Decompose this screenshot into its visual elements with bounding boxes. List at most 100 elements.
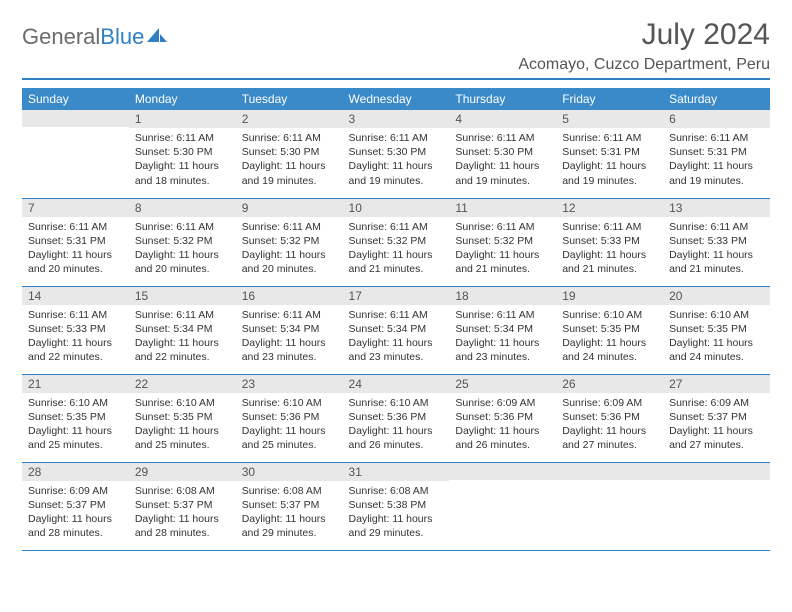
sunset-line: Sunset: 5:35 PM — [562, 322, 657, 336]
calendar-day-cell: 1Sunrise: 6:11 AMSunset: 5:30 PMDaylight… — [129, 110, 236, 198]
calendar-table: Sunday Monday Tuesday Wednesday Thursday… — [22, 88, 770, 551]
sunrise-line: Sunrise: 6:11 AM — [135, 308, 230, 322]
sunrise-line: Sunrise: 6:11 AM — [669, 131, 764, 145]
calendar-day-cell: 22Sunrise: 6:10 AMSunset: 5:35 PMDayligh… — [129, 374, 236, 462]
day-content: Sunrise: 6:11 AMSunset: 5:34 PMDaylight:… — [343, 305, 450, 369]
daylight-line: Daylight: 11 hours and 24 minutes. — [562, 336, 657, 364]
day-number: 24 — [343, 375, 450, 393]
sunrise-line: Sunrise: 6:10 AM — [669, 308, 764, 322]
sunrise-line: Sunrise: 6:09 AM — [669, 396, 764, 410]
calendar-day-cell: 14Sunrise: 6:11 AMSunset: 5:33 PMDayligh… — [22, 286, 129, 374]
day-content: Sunrise: 6:10 AMSunset: 5:35 PMDaylight:… — [556, 305, 663, 369]
weekday-header: Sunday — [22, 88, 129, 110]
sunrise-line: Sunrise: 6:11 AM — [349, 308, 444, 322]
logo-sail-icon — [146, 24, 168, 50]
sunset-line: Sunset: 5:37 PM — [135, 498, 230, 512]
sunrise-line: Sunrise: 6:11 AM — [455, 220, 550, 234]
sunrise-line: Sunrise: 6:10 AM — [242, 396, 337, 410]
day-number: 11 — [449, 199, 556, 217]
calendar-day-cell: 30Sunrise: 6:08 AMSunset: 5:37 PMDayligh… — [236, 462, 343, 550]
day-number: 18 — [449, 287, 556, 305]
daylight-line: Daylight: 11 hours and 23 minutes. — [242, 336, 337, 364]
sunrise-line: Sunrise: 6:08 AM — [135, 484, 230, 498]
calendar-day-cell: 27Sunrise: 6:09 AMSunset: 5:37 PMDayligh… — [663, 374, 770, 462]
sunrise-line: Sunrise: 6:08 AM — [349, 484, 444, 498]
daylight-line: Daylight: 11 hours and 25 minutes. — [135, 424, 230, 452]
calendar-day-cell: 15Sunrise: 6:11 AMSunset: 5:34 PMDayligh… — [129, 286, 236, 374]
day-number: 8 — [129, 199, 236, 217]
day-content: Sunrise: 6:10 AMSunset: 5:36 PMDaylight:… — [343, 393, 450, 457]
sunrise-line: Sunrise: 6:11 AM — [28, 220, 123, 234]
calendar-day-cell: 21Sunrise: 6:10 AMSunset: 5:35 PMDayligh… — [22, 374, 129, 462]
calendar-day-cell: 3Sunrise: 6:11 AMSunset: 5:30 PMDaylight… — [343, 110, 450, 198]
calendar-week-row: 1Sunrise: 6:11 AMSunset: 5:30 PMDaylight… — [22, 110, 770, 198]
calendar-day-cell: 19Sunrise: 6:10 AMSunset: 5:35 PMDayligh… — [556, 286, 663, 374]
sunset-line: Sunset: 5:37 PM — [669, 410, 764, 424]
sunset-line: Sunset: 5:32 PM — [455, 234, 550, 248]
daylight-line: Daylight: 11 hours and 27 minutes. — [669, 424, 764, 452]
sunrise-line: Sunrise: 6:11 AM — [562, 220, 657, 234]
day-number: 7 — [22, 199, 129, 217]
day-content: Sunrise: 6:11 AMSunset: 5:32 PMDaylight:… — [129, 217, 236, 281]
day-content: Sunrise: 6:11 AMSunset: 5:34 PMDaylight:… — [236, 305, 343, 369]
day-content: Sunrise: 6:11 AMSunset: 5:30 PMDaylight:… — [343, 128, 450, 192]
day-number — [556, 463, 663, 480]
calendar-body: 1Sunrise: 6:11 AMSunset: 5:30 PMDaylight… — [22, 110, 770, 550]
header: GeneralBlue July 2024 — [22, 18, 770, 54]
day-content: Sunrise: 6:10 AMSunset: 5:36 PMDaylight:… — [236, 393, 343, 457]
day-number: 26 — [556, 375, 663, 393]
calendar-day-cell — [663, 462, 770, 550]
calendar-day-cell: 2Sunrise: 6:11 AMSunset: 5:30 PMDaylight… — [236, 110, 343, 198]
sunrise-line: Sunrise: 6:10 AM — [562, 308, 657, 322]
title-block: July 2024 — [642, 18, 770, 54]
calendar-day-cell: 7Sunrise: 6:11 AMSunset: 5:31 PMDaylight… — [22, 198, 129, 286]
calendar-day-cell: 28Sunrise: 6:09 AMSunset: 5:37 PMDayligh… — [22, 462, 129, 550]
day-content: Sunrise: 6:11 AMSunset: 5:33 PMDaylight:… — [556, 217, 663, 281]
sunset-line: Sunset: 5:31 PM — [562, 145, 657, 159]
daylight-line: Daylight: 11 hours and 26 minutes. — [455, 424, 550, 452]
day-content: Sunrise: 6:10 AMSunset: 5:35 PMDaylight:… — [129, 393, 236, 457]
daylight-line: Daylight: 11 hours and 21 minutes. — [455, 248, 550, 276]
day-content: Sunrise: 6:08 AMSunset: 5:38 PMDaylight:… — [343, 481, 450, 545]
calendar-day-cell — [556, 462, 663, 550]
sunrise-line: Sunrise: 6:11 AM — [135, 220, 230, 234]
calendar-week-row: 7Sunrise: 6:11 AMSunset: 5:31 PMDaylight… — [22, 198, 770, 286]
day-number: 30 — [236, 463, 343, 481]
daylight-line: Daylight: 11 hours and 22 minutes. — [28, 336, 123, 364]
calendar-day-cell: 4Sunrise: 6:11 AMSunset: 5:30 PMDaylight… — [449, 110, 556, 198]
calendar-day-cell: 31Sunrise: 6:08 AMSunset: 5:38 PMDayligh… — [343, 462, 450, 550]
sunset-line: Sunset: 5:30 PM — [455, 145, 550, 159]
day-number: 19 — [556, 287, 663, 305]
daylight-line: Daylight: 11 hours and 27 minutes. — [562, 424, 657, 452]
calendar-day-cell: 9Sunrise: 6:11 AMSunset: 5:32 PMDaylight… — [236, 198, 343, 286]
calendar-day-cell: 8Sunrise: 6:11 AMSunset: 5:32 PMDaylight… — [129, 198, 236, 286]
weekday-header: Thursday — [449, 88, 556, 110]
weekday-header: Wednesday — [343, 88, 450, 110]
sunset-line: Sunset: 5:31 PM — [28, 234, 123, 248]
sunrise-line: Sunrise: 6:11 AM — [455, 131, 550, 145]
day-number: 25 — [449, 375, 556, 393]
calendar-day-cell: 12Sunrise: 6:11 AMSunset: 5:33 PMDayligh… — [556, 198, 663, 286]
daylight-line: Daylight: 11 hours and 20 minutes. — [28, 248, 123, 276]
daylight-line: Daylight: 11 hours and 19 minutes. — [562, 159, 657, 187]
daylight-line: Daylight: 11 hours and 19 minutes. — [349, 159, 444, 187]
daylight-line: Daylight: 11 hours and 25 minutes. — [242, 424, 337, 452]
sunset-line: Sunset: 5:32 PM — [135, 234, 230, 248]
weekday-header: Monday — [129, 88, 236, 110]
day-content: Sunrise: 6:11 AMSunset: 5:32 PMDaylight:… — [343, 217, 450, 281]
day-content: Sunrise: 6:11 AMSunset: 5:34 PMDaylight:… — [449, 305, 556, 369]
day-number: 10 — [343, 199, 450, 217]
day-content: Sunrise: 6:11 AMSunset: 5:31 PMDaylight:… — [22, 217, 129, 281]
sunset-line: Sunset: 5:34 PM — [135, 322, 230, 336]
sunrise-line: Sunrise: 6:11 AM — [242, 308, 337, 322]
sunset-line: Sunset: 5:30 PM — [242, 145, 337, 159]
daylight-line: Daylight: 11 hours and 29 minutes. — [349, 512, 444, 540]
day-number: 16 — [236, 287, 343, 305]
calendar-day-cell: 20Sunrise: 6:10 AMSunset: 5:35 PMDayligh… — [663, 286, 770, 374]
day-content: Sunrise: 6:11 AMSunset: 5:33 PMDaylight:… — [22, 305, 129, 369]
daylight-line: Daylight: 11 hours and 26 minutes. — [349, 424, 444, 452]
brand-part1: General — [22, 24, 100, 50]
sunrise-line: Sunrise: 6:10 AM — [349, 396, 444, 410]
sunrise-line: Sunrise: 6:11 AM — [455, 308, 550, 322]
day-number: 28 — [22, 463, 129, 481]
